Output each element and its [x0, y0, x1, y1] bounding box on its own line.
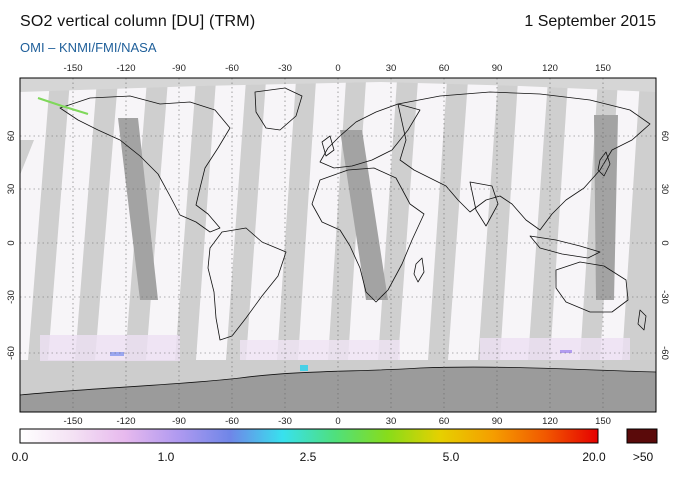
north-polar-cap [20, 78, 656, 92]
lat-tick: 0 [6, 240, 17, 245]
lon-tick: -120 [116, 63, 135, 74]
lon-tick: -120 [116, 416, 135, 427]
data-credit: OMI – KNMI/FMI/NASA [20, 40, 157, 55]
lon-tick: 30 [386, 63, 397, 74]
map-title: SO2 vertical column [DU] (TRM) [20, 13, 256, 30]
lon-tick: 0 [335, 63, 340, 74]
lat-ticks-right: 60 30 0 -30 -60 [659, 131, 670, 360]
colorbar-label: 20.0 [582, 450, 606, 464]
colorbar-label: 2.5 [299, 450, 317, 464]
so2-streak [37, 97, 89, 115]
lat-tick: 30 [6, 184, 17, 195]
lat-tick: -30 [659, 290, 670, 304]
colorbar-overflow-swatch [626, 428, 658, 444]
lon-ticks-top: -150 -120 -90 -60 -30 0 30 60 90 120 150 [63, 63, 610, 74]
lon-tick: 60 [439, 63, 450, 74]
coastlines [59, 87, 651, 341]
lon-tick: 150 [595, 416, 611, 427]
colorbar [19, 428, 599, 444]
colorbar-overflow-label: >50 [632, 450, 654, 464]
lon-tick: 0 [335, 416, 340, 427]
colorbar-label: 0.0 [11, 450, 29, 464]
lat-tick: -60 [6, 346, 17, 360]
lat-tick: 30 [659, 184, 670, 195]
lon-tick: -150 [63, 63, 82, 74]
so2-speckle [40, 335, 630, 371]
lon-tick: -60 [225, 416, 239, 427]
lon-tick: -90 [172, 63, 186, 74]
lon-tick: 90 [492, 416, 503, 427]
swath-bands [20, 80, 656, 360]
lon-tick: 30 [386, 416, 397, 427]
lon-ticks-bottom: -150 -120 -90 -60 -30 0 30 60 90 120 150 [63, 416, 610, 427]
lat-tick: -30 [6, 290, 17, 304]
map-frame [19, 77, 657, 413]
lat-tick: -60 [659, 346, 670, 360]
lon-tick: -150 [63, 416, 82, 427]
lon-tick: -30 [278, 416, 292, 427]
lat-tick: 60 [659, 131, 670, 142]
lon-tick: 150 [595, 63, 611, 74]
map-date: 1 September 2015 [524, 13, 656, 30]
lon-tick: -90 [172, 416, 186, 427]
lat-tick: 0 [659, 240, 670, 245]
lon-tick: 60 [439, 416, 450, 427]
lon-tick: -30 [278, 63, 292, 74]
colorbar-label: 5.0 [442, 450, 460, 464]
lon-tick: 90 [492, 63, 503, 74]
colorbar-label: 1.0 [157, 450, 175, 464]
graticule [20, 78, 656, 412]
lon-tick: 120 [542, 416, 558, 427]
lat-ticks-left: 60 30 0 -30 -60 [6, 131, 17, 360]
lon-tick: -60 [225, 63, 239, 74]
lat-tick: 60 [6, 131, 17, 142]
lon-tick: 120 [542, 63, 558, 74]
